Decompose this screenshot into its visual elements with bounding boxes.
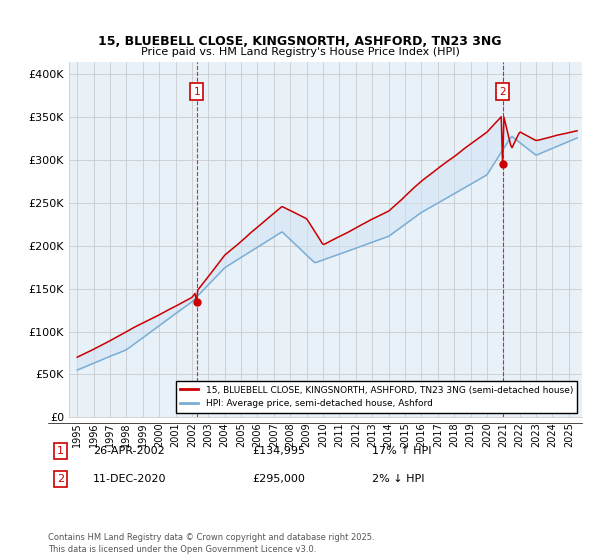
Text: 17% ↑ HPI: 17% ↑ HPI (372, 446, 431, 456)
Text: 11-DEC-2020: 11-DEC-2020 (93, 474, 167, 484)
Text: £295,000: £295,000 (252, 474, 305, 484)
Text: Contains HM Land Registry data © Crown copyright and database right 2025.
This d: Contains HM Land Registry data © Crown c… (48, 533, 374, 554)
Text: 15, BLUEBELL CLOSE, KINGSNORTH, ASHFORD, TN23 3NG: 15, BLUEBELL CLOSE, KINGSNORTH, ASHFORD,… (98, 35, 502, 48)
Text: 1: 1 (57, 446, 64, 456)
Text: 26-APR-2002: 26-APR-2002 (93, 446, 165, 456)
Text: 1: 1 (194, 87, 200, 96)
Text: 2: 2 (57, 474, 64, 484)
Text: 2: 2 (499, 87, 506, 96)
Text: 2% ↓ HPI: 2% ↓ HPI (372, 474, 425, 484)
Text: Price paid vs. HM Land Registry's House Price Index (HPI): Price paid vs. HM Land Registry's House … (140, 47, 460, 57)
Text: £134,995: £134,995 (252, 446, 305, 456)
Legend: 15, BLUEBELL CLOSE, KINGSNORTH, ASHFORD, TN23 3NG (semi-detached house), HPI: Av: 15, BLUEBELL CLOSE, KINGSNORTH, ASHFORD,… (176, 381, 577, 413)
